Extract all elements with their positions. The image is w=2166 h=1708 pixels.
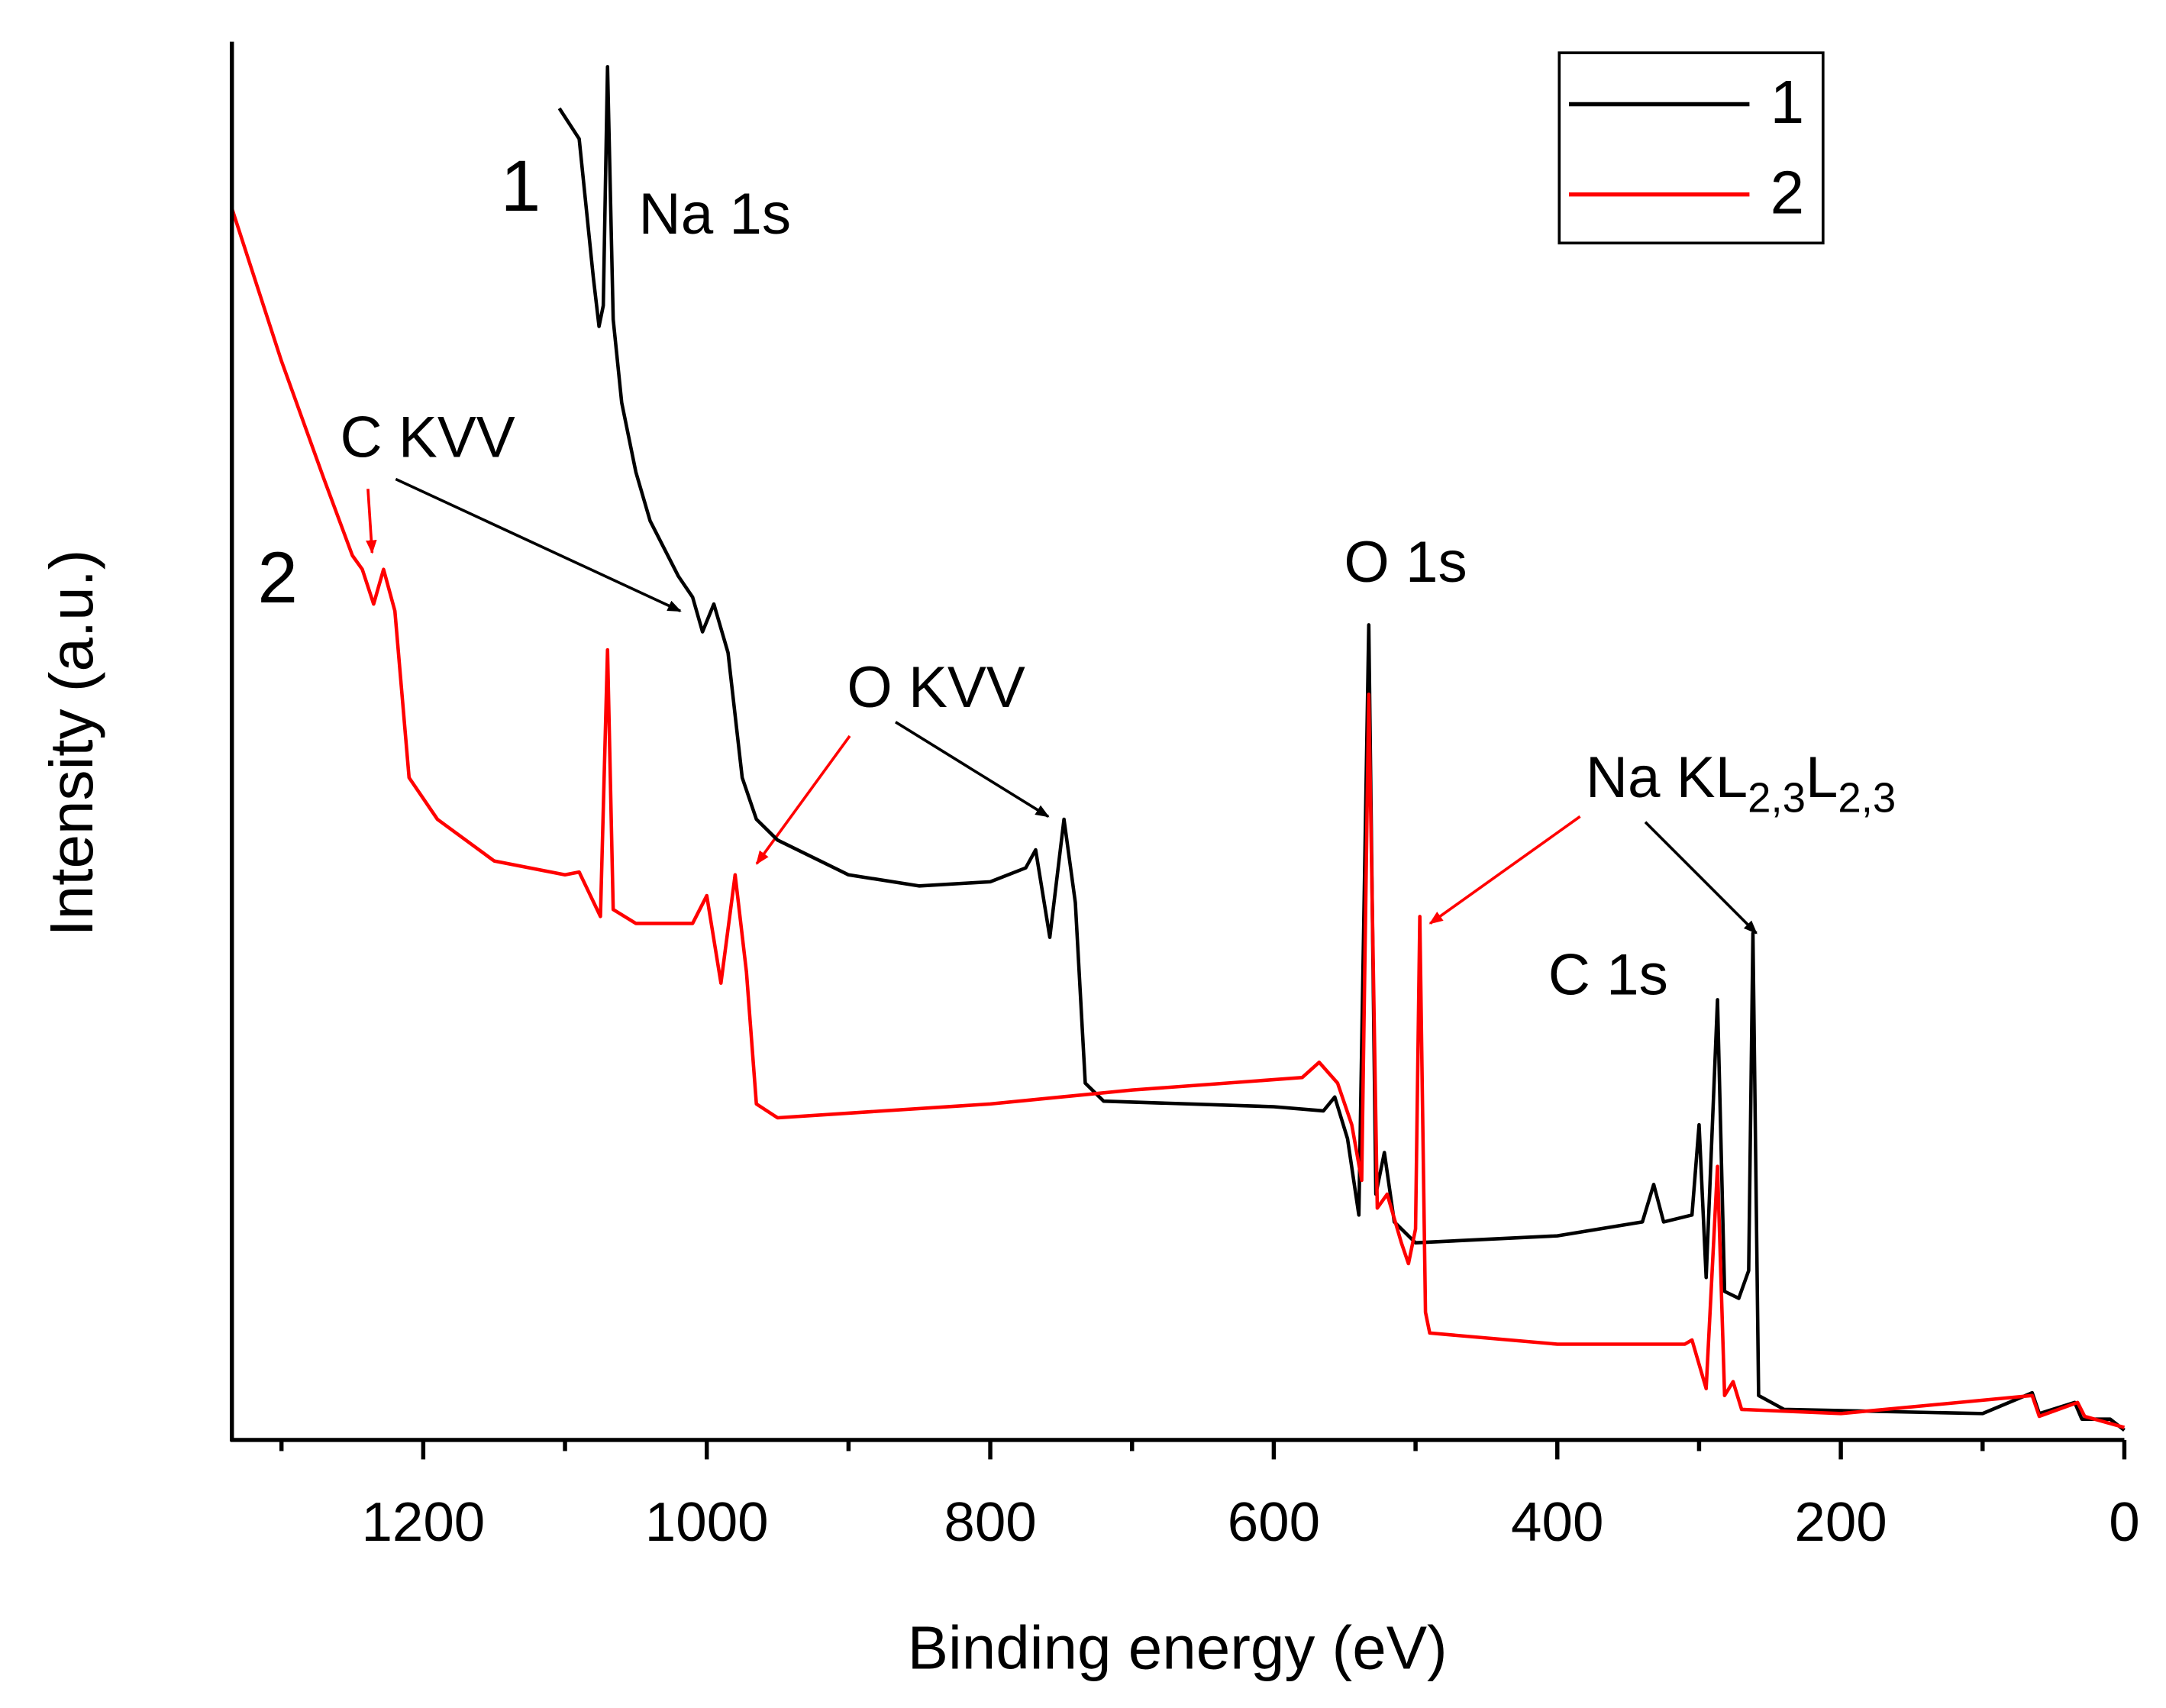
x-tick-label: 600 — [1228, 1491, 1320, 1553]
annotation-part: Na KL — [1586, 745, 1748, 810]
annotation: O KVV — [847, 655, 1025, 720]
annotation: C KVV — [341, 405, 515, 470]
annotation: 2 — [257, 538, 298, 618]
annotation: 1 — [501, 146, 541, 227]
x-axis-title: Binding energy (eV) — [908, 1613, 1448, 1681]
series-line — [557, 65, 2126, 1432]
arrow — [395, 477, 682, 612]
x-tick-label: 200 — [1794, 1491, 1887, 1553]
x-tick-label: 0 — [2109, 1491, 2139, 1553]
arrows — [366, 477, 1758, 935]
x-tick-label: 800 — [944, 1491, 1036, 1553]
arrow — [1428, 815, 1581, 925]
arrow — [1644, 821, 1758, 935]
arrow — [755, 735, 851, 865]
x-tick-label: 400 — [1511, 1491, 1603, 1553]
annotation: Na 1s — [639, 182, 792, 247]
annotation-sub: 2,3 — [1838, 775, 1896, 822]
arrow — [895, 721, 1050, 818]
x-tick-label: 1000 — [645, 1491, 769, 1553]
annotation: C 1s — [1548, 942, 1668, 1007]
annotation-part: L — [1806, 745, 1838, 810]
y-axis-title: Intensity (a.u.) — [37, 550, 105, 937]
series-line — [230, 208, 2126, 1429]
arrow — [366, 489, 377, 554]
legend: 12 — [1558, 51, 1825, 245]
x-tick-label: 1200 — [361, 1491, 485, 1553]
annotation: Na KL2,3L2,3 — [1586, 745, 1896, 822]
legend-box — [1558, 51, 1825, 245]
legend-label: 1 — [1771, 68, 1805, 136]
annotation: O 1s — [1344, 530, 1467, 595]
legend-label: 2 — [1771, 158, 1805, 226]
annotation-sub: 2,3 — [1748, 775, 1806, 822]
